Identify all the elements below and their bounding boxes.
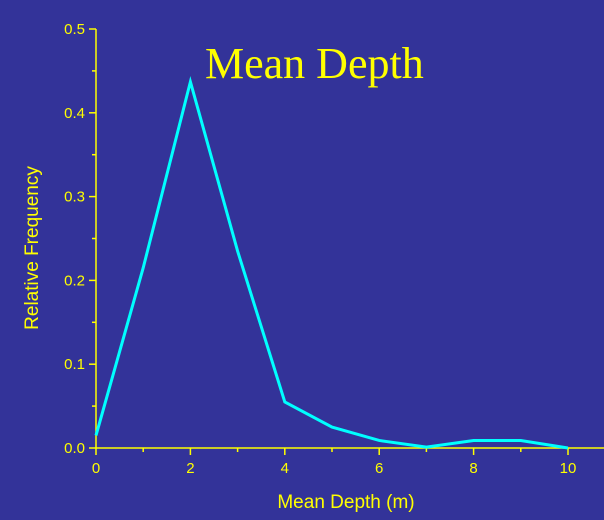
x-tick-label: 2: [186, 460, 194, 477]
axes: [95, 29, 604, 449]
x-tick-label: 10: [560, 460, 577, 477]
y-axis-title: Relative Frequency: [22, 166, 43, 330]
y-tick-label: 0.3: [64, 189, 85, 206]
x-tick-label: 6: [375, 460, 383, 477]
x-axis-title: Mean Depth (m): [277, 492, 414, 513]
x-tick-label: 8: [469, 460, 477, 477]
x-tick-label: 4: [281, 460, 289, 477]
series: [94, 75, 569, 450]
y-tick-label: 0.5: [64, 21, 85, 38]
y-tick-label: 0.1: [64, 356, 85, 373]
y-tick-label: 0.4: [64, 105, 85, 122]
y-tick-label: 0.0: [64, 440, 85, 457]
y-tick-label: 0.2: [64, 272, 85, 289]
x-tick-label: 0: [92, 460, 100, 477]
chart-title: Mean Depth: [205, 39, 424, 88]
series-line: [94, 75, 569, 450]
ticks: 0 2 4 6 8 10 0.0 0.1 0.2 0.3 0.4 0.5: [64, 21, 576, 477]
